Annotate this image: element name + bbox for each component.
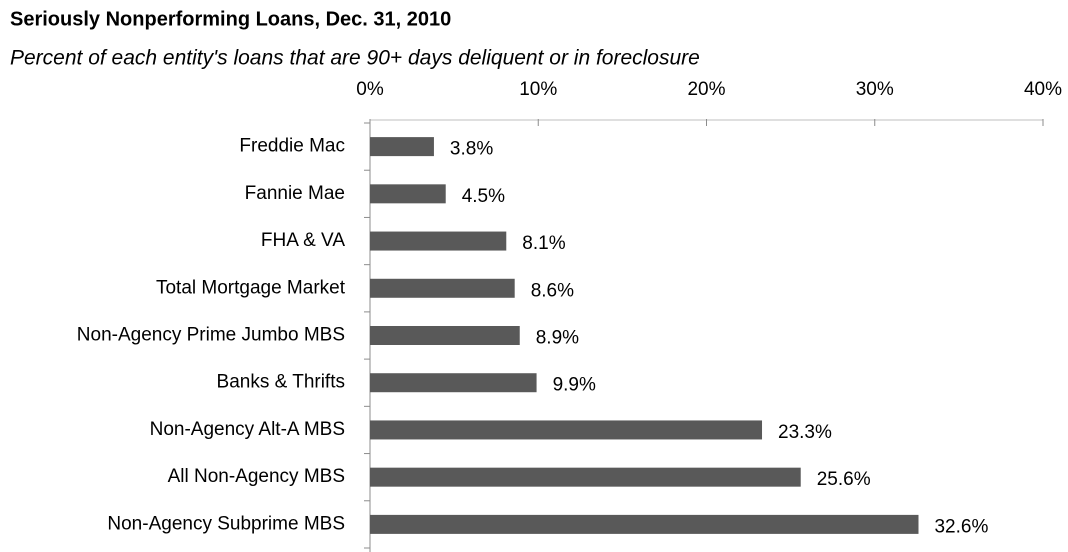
bar <box>370 420 763 440</box>
y-tick-label: Freddie Mac <box>239 136 345 157</box>
y-tick-label: Non-Agency Prime Jumbo MBS <box>77 325 345 346</box>
y-tick-label: All Non-Agency MBS <box>168 466 345 487</box>
chart-title: Seriously Nonperforming Loans, Dec. 31, … <box>10 8 451 30</box>
data-label: 8.1% <box>522 233 565 254</box>
bar <box>370 514 919 534</box>
x-tick-label: 30% <box>856 79 894 100</box>
chart-subtitle: Percent of each entity's loans that are … <box>10 47 700 70</box>
data-label: 25.6% <box>817 469 871 490</box>
bar <box>370 184 446 204</box>
x-tick-label: 40% <box>1024 79 1062 100</box>
x-tick-label: 20% <box>687 79 725 100</box>
y-tick-label: Non-Agency Subprime MBS <box>107 513 345 534</box>
y-tick-label: Banks & Thrifts <box>217 372 345 393</box>
bar <box>370 231 507 251</box>
data-label: 9.9% <box>553 375 596 396</box>
bar <box>370 278 515 298</box>
y-tick-label: FHA & VA <box>261 230 345 251</box>
data-label: 32.6% <box>934 516 988 537</box>
y-tick-label: Total Mortgage Market <box>156 277 346 298</box>
data-label: 8.6% <box>531 280 574 301</box>
data-label: 23.3% <box>778 422 832 443</box>
y-tick-label: Non-Agency Alt-A MBS <box>150 419 345 440</box>
bar <box>370 137 434 157</box>
y-tick-label: Fannie Mae <box>245 183 345 204</box>
data-label: 3.8% <box>450 139 493 160</box>
x-tick-label: 10% <box>519 79 557 100</box>
data-label: 4.5% <box>462 186 505 207</box>
bar <box>370 326 520 345</box>
data-label: 8.9% <box>536 328 579 349</box>
x-tick-label: 0% <box>356 79 384 100</box>
bar <box>370 467 801 487</box>
bar <box>370 373 537 393</box>
